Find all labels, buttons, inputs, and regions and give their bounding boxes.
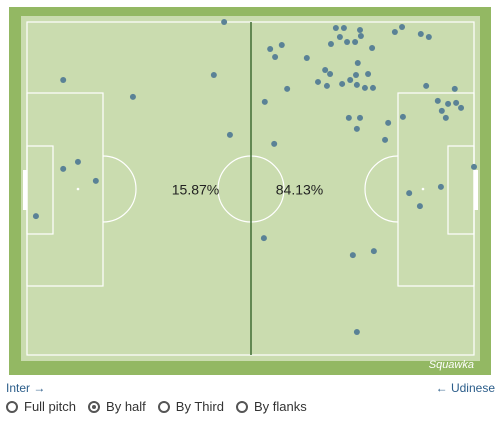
half-share: 15.87% [172, 182, 219, 198]
event-point [347, 76, 354, 83]
event-point [129, 93, 136, 100]
event-point [399, 23, 406, 30]
event-point [357, 32, 364, 39]
view-options: Full pitch By half By Third By flanks [6, 399, 307, 414]
event-point [303, 54, 310, 61]
event-point [323, 82, 330, 89]
event-point [438, 107, 445, 114]
event-point [353, 125, 360, 132]
event-point [451, 85, 458, 92]
event-point [385, 119, 392, 126]
event-point [272, 53, 279, 60]
home-team[interactable]: Inter → [6, 381, 46, 395]
event-point [327, 70, 334, 77]
event-point [369, 84, 376, 91]
event-point [210, 71, 217, 78]
event-point [278, 41, 285, 48]
event-point [391, 28, 398, 35]
penalty-spot [76, 187, 80, 191]
event-point [284, 85, 291, 92]
event-point [226, 131, 233, 138]
event-point [406, 190, 413, 197]
event-point [353, 81, 360, 88]
event-point [336, 33, 343, 40]
option-label: Full pitch [24, 399, 77, 414]
event-point [260, 235, 267, 242]
event-point [458, 104, 465, 111]
goal [474, 170, 478, 210]
pitch-map: Squawka 15.87% 84.13% [9, 7, 491, 375]
event-point [382, 136, 389, 143]
radio[interactable] [157, 400, 170, 413]
event-point [445, 100, 452, 107]
event-point [354, 59, 361, 66]
option-label: By Third [175, 399, 224, 414]
away-label: Udinese [450, 381, 495, 395]
event-point [267, 45, 274, 52]
event-point [92, 177, 99, 184]
event-point [357, 114, 364, 121]
event-point [361, 84, 368, 91]
event-point [345, 114, 352, 121]
half-share: 84.13% [276, 182, 323, 198]
radio[interactable] [235, 400, 248, 413]
penalty-spot [421, 187, 425, 191]
event-point [60, 76, 67, 83]
away-team[interactable]: ← Udinese [435, 381, 495, 395]
event-point [425, 33, 432, 40]
event-point [352, 38, 359, 45]
event-point [434, 97, 441, 104]
radio[interactable] [6, 400, 18, 413]
view-option[interactable]: By flanks [235, 399, 307, 414]
view-option[interactable]: By Third [157, 399, 224, 414]
event-point [417, 30, 424, 37]
radio[interactable] [88, 400, 101, 413]
event-point [370, 248, 377, 255]
option-label: By flanks [253, 399, 307, 414]
event-point [453, 99, 460, 106]
event-point [60, 165, 67, 172]
watermark: Squawka [429, 359, 474, 371]
event-point [399, 113, 406, 120]
event-point [340, 24, 347, 31]
option-label: By half [106, 399, 146, 414]
event-point [327, 40, 334, 47]
event-point [352, 71, 359, 78]
event-point [339, 80, 346, 87]
event-point [74, 158, 81, 165]
event-point [314, 78, 321, 85]
event-point [271, 140, 278, 147]
event-point [416, 203, 423, 210]
event-point [357, 26, 364, 33]
view-option[interactable]: By half [88, 399, 146, 414]
event-point [322, 66, 329, 73]
goal [23, 170, 27, 210]
event-point [442, 114, 449, 121]
event-point [365, 70, 372, 77]
event-point [471, 163, 477, 170]
event-point [423, 82, 430, 89]
event-point [32, 213, 39, 220]
view-option[interactable]: Full pitch [6, 399, 76, 414]
event-point [353, 329, 360, 336]
event-point [221, 19, 228, 25]
event-point [332, 24, 339, 31]
event-point [437, 183, 444, 190]
event-point [344, 38, 351, 45]
home-label: Inter [6, 381, 31, 395]
event-point [349, 252, 356, 259]
event-point [261, 98, 268, 105]
event-point [369, 44, 376, 51]
